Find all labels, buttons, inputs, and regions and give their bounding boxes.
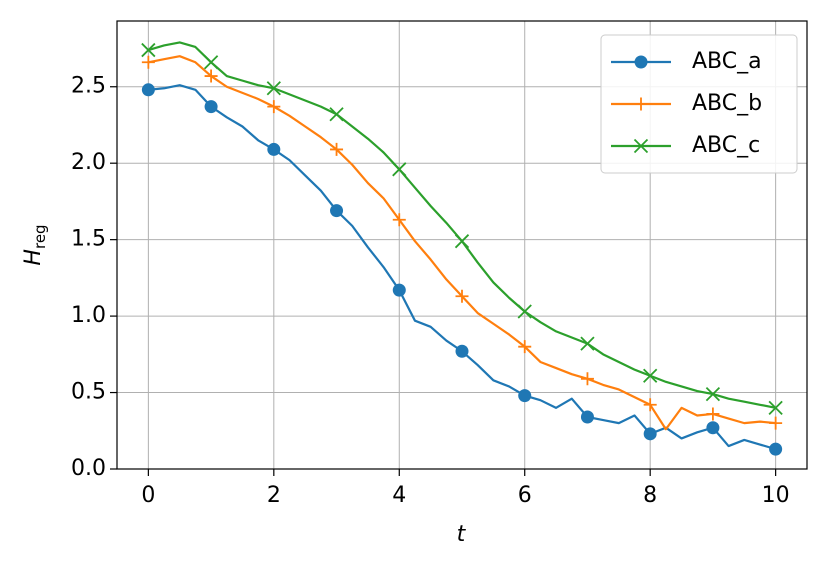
marker bbox=[266, 81, 281, 96]
marker bbox=[329, 107, 344, 122]
marker bbox=[518, 340, 532, 354]
y-axis-label-main: H bbox=[21, 249, 46, 266]
marker bbox=[141, 42, 156, 58]
y-axis-label: Hreg bbox=[21, 224, 49, 265]
marker bbox=[705, 386, 721, 402]
x-tick-label: 4 bbox=[392, 483, 406, 508]
y-axis-label-sub: reg bbox=[31, 224, 49, 249]
marker bbox=[643, 427, 657, 441]
marker bbox=[517, 304, 532, 319]
marker bbox=[769, 416, 783, 430]
marker bbox=[634, 55, 648, 69]
marker bbox=[768, 400, 783, 415]
marker bbox=[204, 69, 218, 83]
marker bbox=[330, 204, 344, 218]
legend: ABC_a ABC_b ABC_c bbox=[600, 34, 798, 174]
marker bbox=[643, 398, 657, 412]
y-tick-label: 0.5 bbox=[71, 380, 106, 405]
marker bbox=[455, 289, 469, 303]
marker bbox=[392, 162, 407, 177]
marker bbox=[580, 410, 594, 424]
y-tick-label: 2.5 bbox=[71, 74, 106, 99]
plot-frame bbox=[116, 20, 808, 470]
legend-label: ABC_b bbox=[692, 91, 762, 116]
legend-box bbox=[600, 34, 798, 174]
y-tick-label: 1.0 bbox=[71, 303, 106, 328]
marker bbox=[455, 344, 469, 358]
x-tick-label: 0 bbox=[141, 483, 155, 508]
marker bbox=[392, 213, 406, 227]
marker bbox=[643, 368, 658, 383]
marker bbox=[267, 100, 281, 114]
marker bbox=[633, 138, 649, 154]
x-tick-label: 10 bbox=[762, 483, 790, 508]
marker bbox=[330, 142, 344, 156]
marker bbox=[706, 407, 720, 421]
x-axis-label: t bbox=[457, 522, 467, 547]
marker bbox=[204, 100, 218, 114]
y-tick-label: 1.5 bbox=[71, 227, 106, 252]
x-tick-label: 8 bbox=[643, 483, 657, 508]
marker bbox=[203, 55, 219, 70]
marker bbox=[580, 336, 595, 351]
x-tick-label: 2 bbox=[267, 483, 281, 508]
legend-label: ABC_a bbox=[692, 49, 762, 74]
marker bbox=[634, 97, 648, 111]
marker bbox=[141, 83, 155, 97]
y-tick-label: 2.0 bbox=[71, 150, 106, 175]
y-tick-label: 0.0 bbox=[71, 456, 106, 481]
marker bbox=[392, 283, 406, 297]
marker bbox=[518, 389, 532, 403]
marker bbox=[580, 372, 594, 386]
marker bbox=[769, 442, 783, 456]
x-tick-label: 6 bbox=[518, 483, 532, 508]
legend-label: ABC_c bbox=[692, 133, 760, 158]
marker bbox=[141, 55, 155, 69]
marker bbox=[454, 234, 470, 249]
marker bbox=[267, 142, 281, 156]
marker bbox=[706, 421, 720, 435]
